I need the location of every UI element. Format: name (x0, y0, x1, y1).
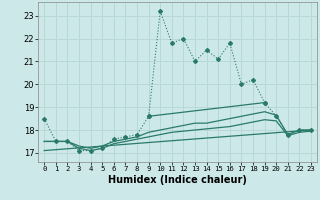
X-axis label: Humidex (Indice chaleur): Humidex (Indice chaleur) (108, 175, 247, 185)
